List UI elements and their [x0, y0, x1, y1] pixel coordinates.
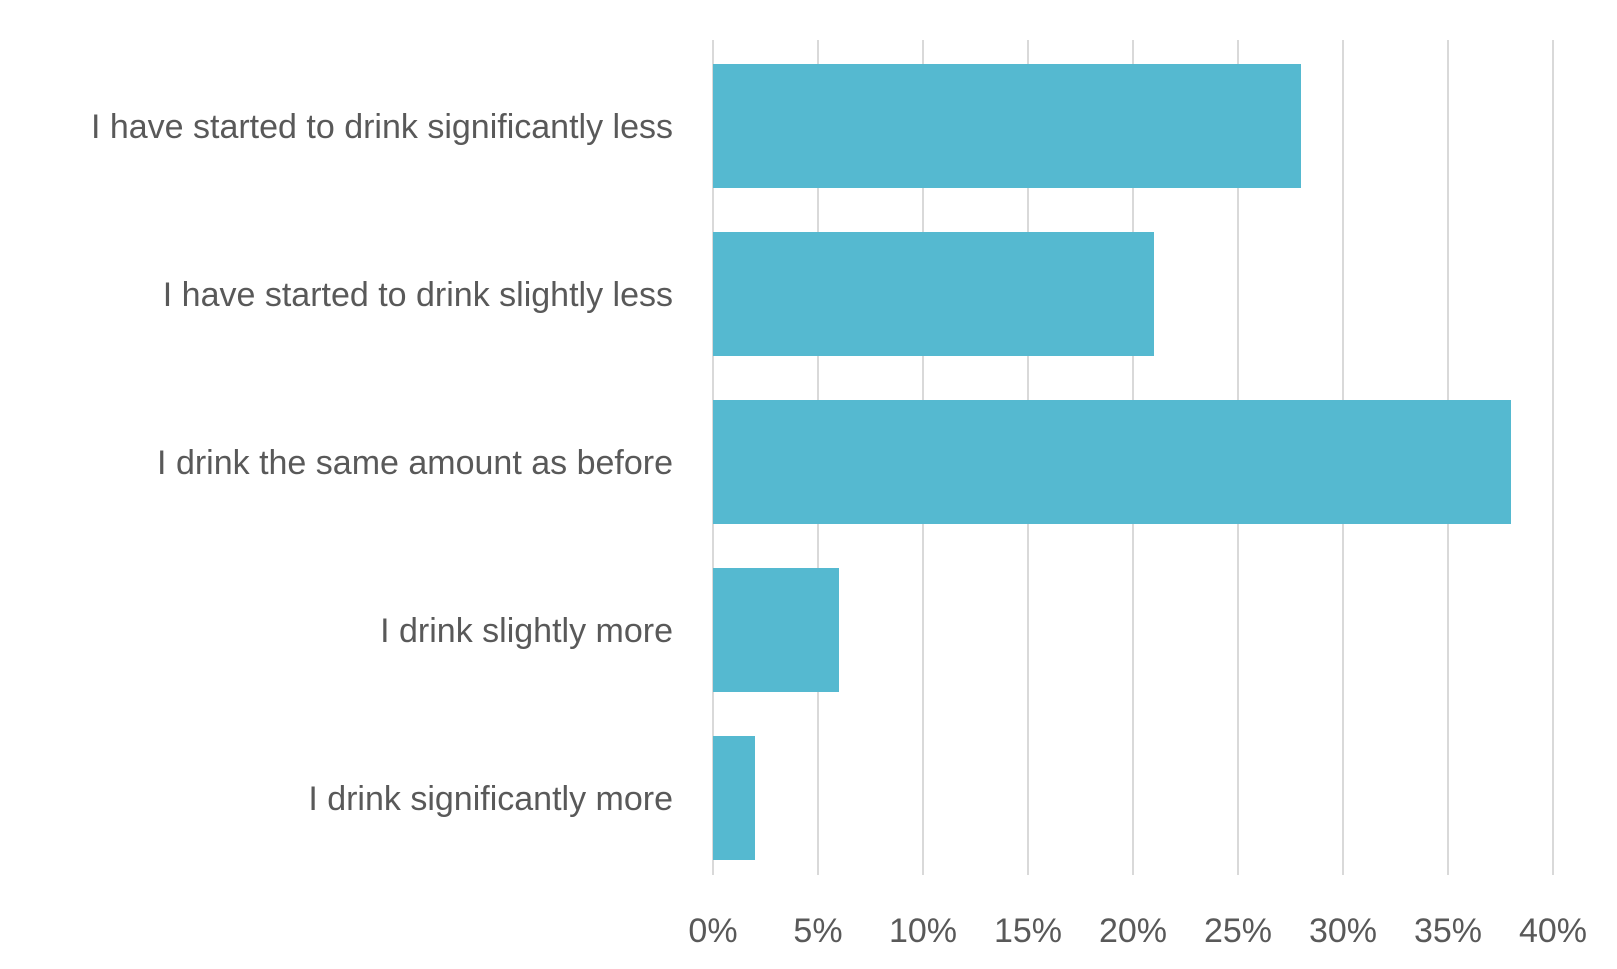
bar — [713, 568, 839, 692]
x-tick-label: 25% — [1204, 912, 1272, 950]
bar — [713, 400, 1511, 524]
category-label: I have started to drink significantly le… — [91, 108, 673, 146]
category-labels: I have started to drink significantly le… — [91, 108, 673, 818]
x-tick-label: 30% — [1309, 912, 1377, 950]
bar — [713, 232, 1154, 356]
bar — [713, 736, 755, 860]
bars — [713, 64, 1511, 860]
category-label: I drink slightly more — [380, 612, 673, 650]
category-label: I drink the same amount as before — [157, 444, 673, 482]
x-tick-labels: 0% 5% 10% 15% 20% 25% 30% 35% 40% — [688, 912, 1587, 950]
category-label: I have started to drink slightly less — [163, 276, 673, 314]
x-tick-label: 5% — [793, 912, 842, 950]
x-tick-label: 0% — [688, 912, 737, 950]
x-tick-label: 20% — [1099, 912, 1167, 950]
x-tick-label: 40% — [1519, 912, 1587, 950]
x-tick-label: 10% — [889, 912, 957, 950]
x-tick-label: 15% — [994, 912, 1062, 950]
bar — [713, 64, 1301, 188]
x-tick-label: 35% — [1414, 912, 1482, 950]
category-label: I drink significantly more — [308, 780, 673, 818]
